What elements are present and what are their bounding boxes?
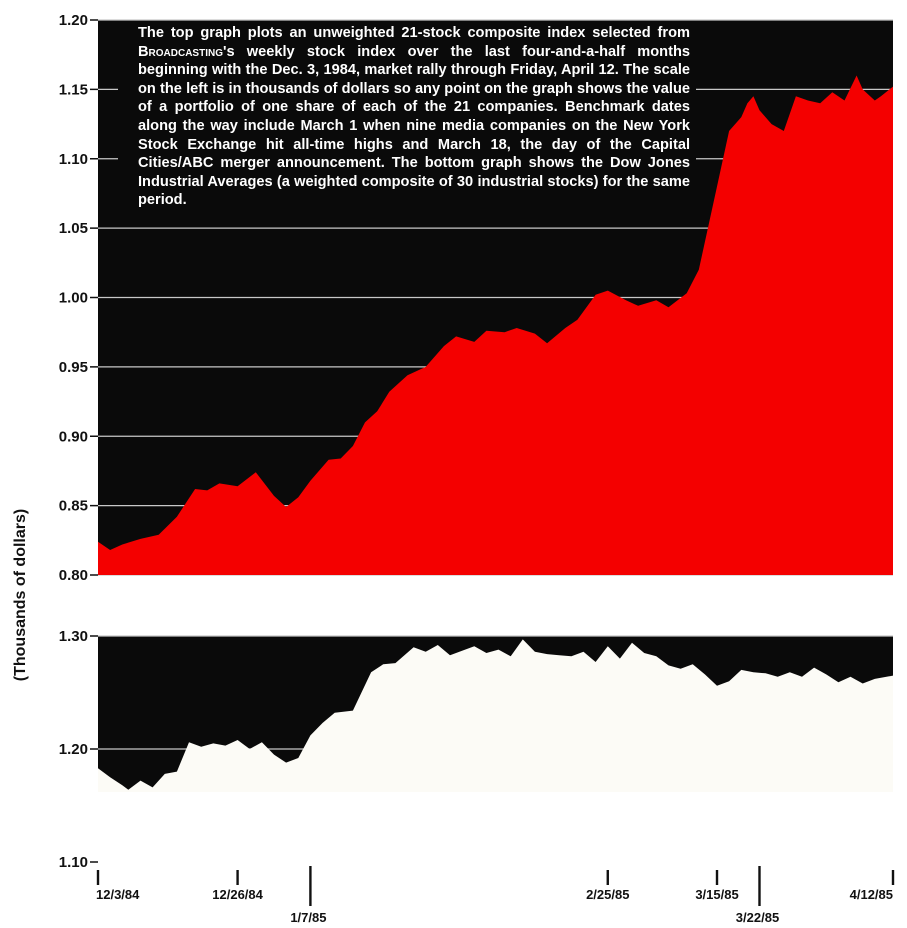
top-y-tick-label: 1.00 [59,290,88,307]
top-y-tick-label: 0.90 [59,428,88,445]
top-y-tick-label: 1.20 [59,12,88,29]
top-y-tick-label: 0.85 [59,498,88,515]
bot-y-tick-label: 1.10 [59,854,88,871]
annotation-text-before: The top graph plots an unweighted 21-sto… [138,25,690,41]
bot-y-tick-label: 1.20 [59,741,88,758]
annotation-publication: Broadcasting [138,43,223,60]
top-y-tick-label: 1.05 [59,220,88,237]
y-axis-label: (Thousands of dollars) [12,509,29,681]
date-tick-label: 3/15/85 [695,887,738,902]
top-y-tick-label: 1.10 [59,151,88,168]
chart-annotation: The top graph plots an unweighted 21-sto… [118,22,696,214]
bot-y-tick-label: 1.30 [59,628,88,645]
bottom-chart-area-series [98,639,893,792]
bottom-chart-panel: 1.10 1.20 1.30 [59,628,893,871]
top-chart-y-tick-labels: 0.80 0.85 0.90 0.95 1.00 1.05 1.10 1.15 1.20 [59,12,98,584]
annotation-text-after: 's weekly stock index over the last four… [138,43,690,209]
top-y-tick-label: 0.95 [59,359,88,376]
date-tick-label: 12/3/84 [96,887,140,902]
date-tick-label: 2/25/85 [586,887,629,902]
date-tick-label: 4/12/85 [850,887,893,902]
bottom-chart-y-tick-labels: 1.10 1.20 1.30 [59,628,98,871]
top-chart-area-series [98,75,893,575]
top-y-tick-label: 0.80 [59,567,88,584]
date-axis: 12/3/84 12/26/84 1/7/85 2/25/85 3/15/85 3/22/… [96,866,895,925]
top-y-tick-label: 1.15 [59,81,88,98]
date-tick-label: 3/22/85 [736,910,779,925]
date-tick-label: 1/7/85 [290,910,326,925]
date-tick-label: 12/26/84 [212,887,263,902]
